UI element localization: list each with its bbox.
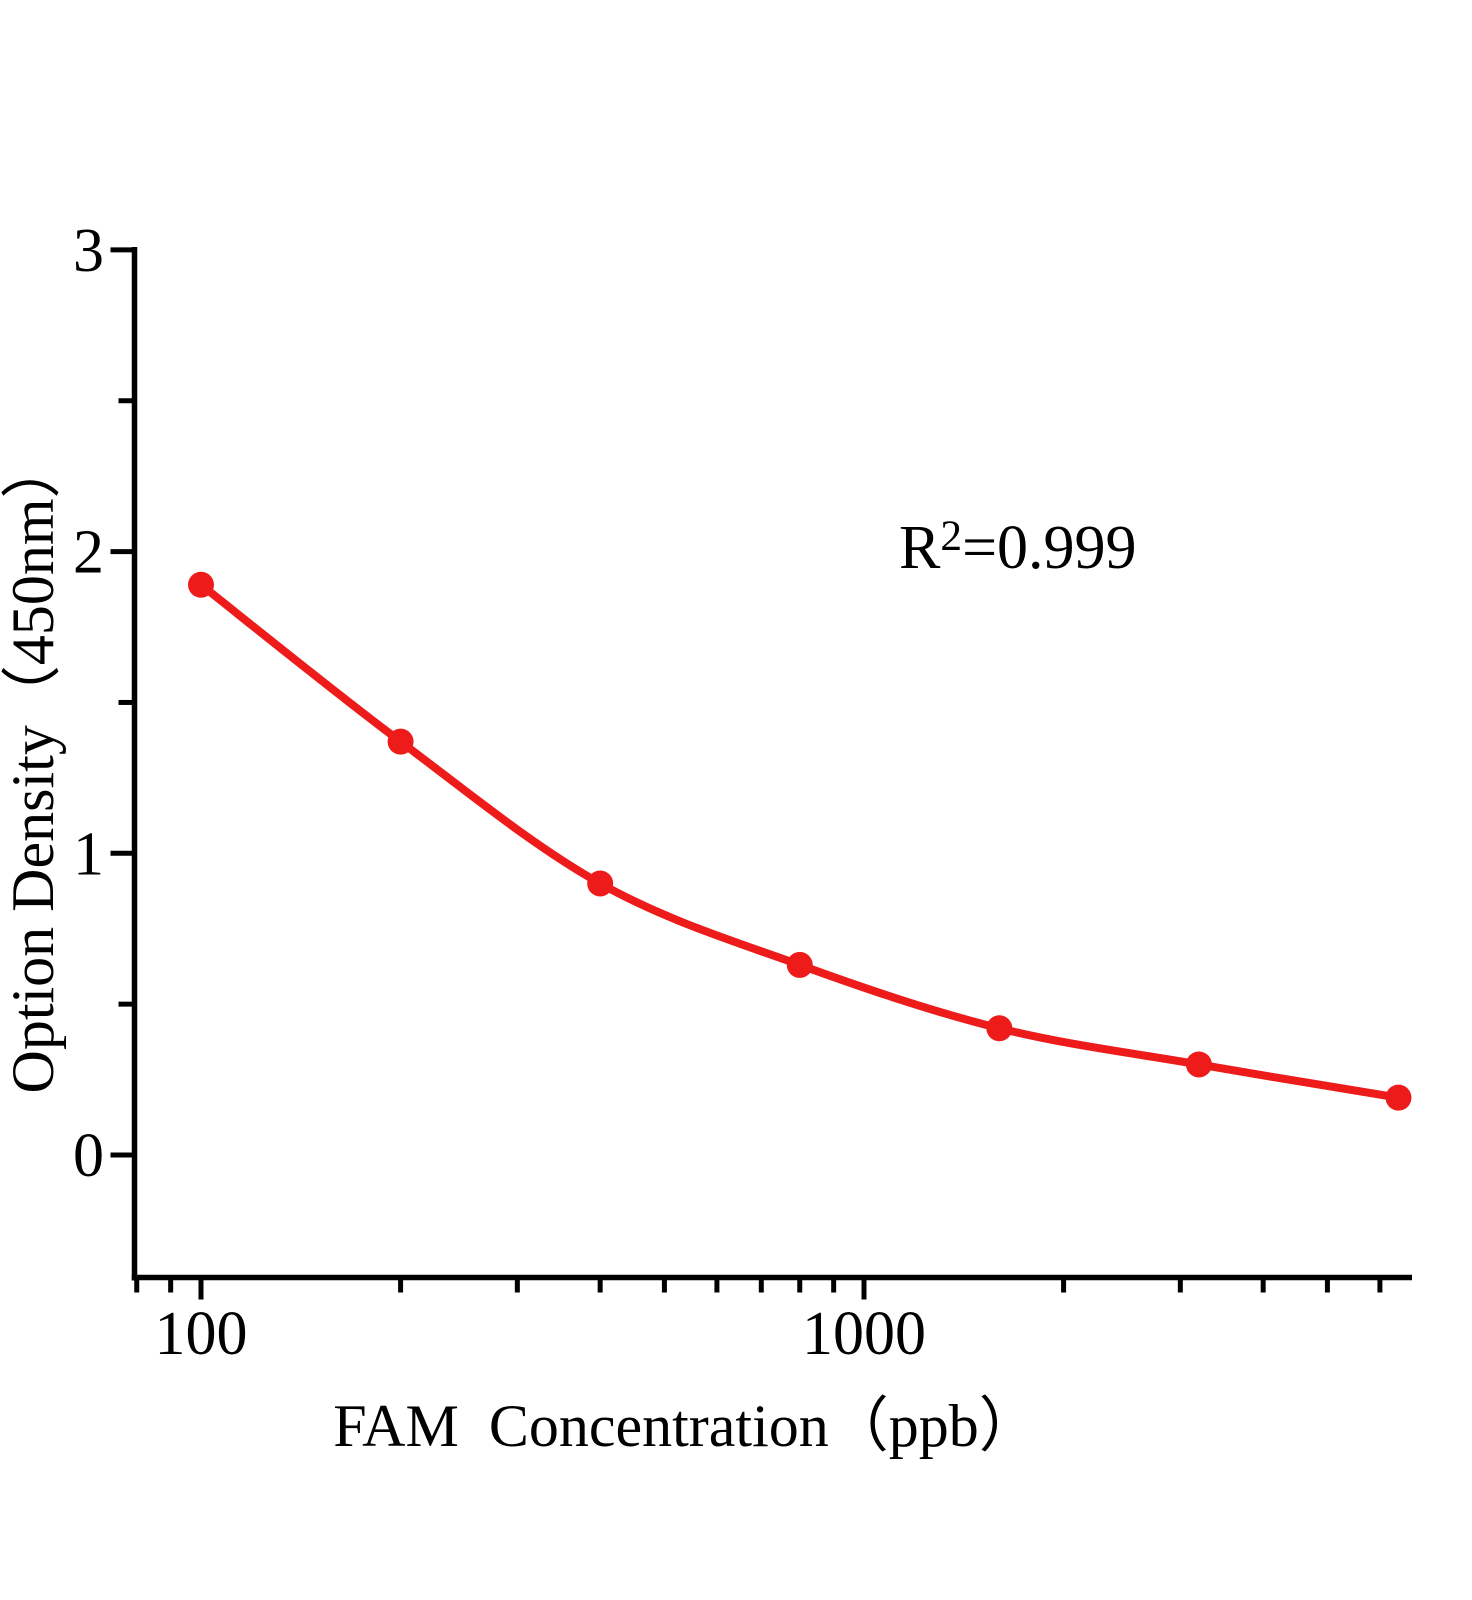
data-point-marker	[387, 728, 414, 755]
standard-curve-line	[197, 580, 1403, 1102]
data-point-marker	[587, 870, 614, 897]
r-squared-base: R	[899, 514, 941, 582]
data-point-marker	[786, 951, 813, 978]
data-point-marker	[1185, 1051, 1212, 1078]
y-tick-label: 0	[73, 1122, 104, 1190]
r-squared-exponent: 2	[940, 511, 963, 560]
y-tick-label: 3	[73, 217, 104, 285]
y-tick-label: 2	[73, 519, 104, 587]
x-tick-label: 1000	[802, 1300, 926, 1368]
r-squared-annotation: R2=0.999	[899, 514, 1137, 582]
data-point-marker	[188, 571, 214, 598]
data-point-marker	[986, 1015, 1013, 1042]
data-point-marker	[1385, 1084, 1412, 1111]
x-axis-title: FAM Concentration（ppb）	[333, 1393, 1039, 1459]
x-tick-label: 100	[155, 1300, 248, 1368]
r-squared-value: =0.999	[962, 514, 1137, 582]
y-axis-title: Option Density（450nm）	[0, 438, 66, 1094]
y-tick-label: 1	[73, 820, 104, 888]
